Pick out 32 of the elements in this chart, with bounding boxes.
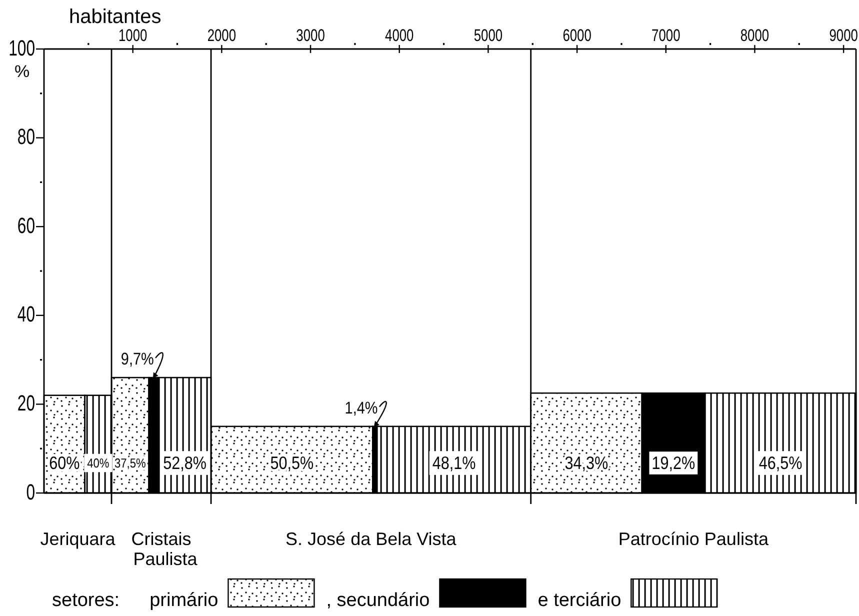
annotation: 60%: [49, 452, 80, 474]
text: Cristais Paulista: [131, 529, 198, 569]
text: Jeriquara: [40, 529, 116, 549]
annotation: 50,5%: [270, 452, 314, 474]
x-tick-label: 6000: [562, 26, 592, 46]
x-tick-label: 1000: [118, 26, 148, 46]
y-tick-label: 100: [8, 36, 35, 62]
x-tick-label: 2000: [207, 26, 236, 46]
y-axis-title: %: [14, 62, 30, 81]
legend-label: primário: [150, 590, 218, 611]
y-tick-label: 0: [26, 480, 35, 506]
legend-label: e terciário: [538, 590, 622, 611]
annotation: 9,7%: [120, 350, 154, 369]
legend-title: setores:: [52, 590, 120, 611]
annotation: 40%: [87, 455, 110, 471]
x-tick-label: 8000: [740, 26, 770, 46]
x-tick-label: 5000: [474, 26, 503, 46]
text: S. José da Bela Vista: [286, 529, 458, 549]
x-tick-label: 7000: [652, 26, 680, 46]
y-tick-label: 40: [17, 303, 35, 328]
annotation: 1,4%: [344, 399, 378, 418]
x-tick-label: 4000: [385, 26, 414, 46]
x-tick-label: 9000: [829, 26, 858, 46]
x-axis-title: habitantes: [69, 6, 162, 28]
annotation: 34,3%: [564, 452, 608, 474]
y-tick-label: 80: [17, 126, 35, 150]
legend-label: , secundário: [326, 590, 430, 611]
annotation: 37,5%: [114, 455, 146, 471]
y-tick-label: 20: [17, 392, 35, 416]
text: Patrocínio Paulista: [618, 529, 770, 549]
y-tick-label: 60: [17, 214, 35, 239]
x-tick-label: 3000: [296, 26, 325, 46]
